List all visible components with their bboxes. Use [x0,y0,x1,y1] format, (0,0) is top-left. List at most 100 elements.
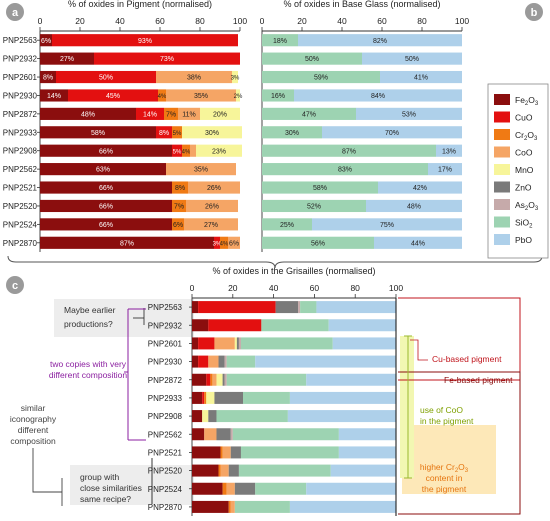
grisailles-bar-zno [234,482,256,495]
base-glass-data-label: 17% [438,167,452,174]
base-glass-x-tick-label: 100 [455,16,469,26]
pigment-data-label: 66% [99,148,113,155]
grisailles-bar-coo [220,464,229,477]
legend: Fe2O3 CuO Cr2O3 CoO MnO ZnO As2O3 SiO2 PbO [487,83,549,259]
pigment-category-label: PNP2562 [3,165,38,174]
grisailles-bar-cr2o3 [210,373,213,386]
cr-higher-label-2: content in [426,473,463,483]
grisailles-bar-cuo [202,391,205,404]
grisailles-bar-fe2o3 [192,500,229,513]
grisailles-bar-fe2o3 [192,482,223,495]
base-glass-data-label: 82% [373,38,387,45]
grisailles-bar-sio2 [240,337,333,350]
pigment-data-label: 2% [234,94,243,100]
pigment-data-label: 8% [175,185,185,192]
base-glass-data-label: 58% [313,185,327,192]
base-glass-bar-pbo [298,34,462,47]
maybe-earlier-label-2: productions? [64,319,113,329]
grisailles-category-label: PNP2908 [148,412,183,421]
base-glass-data-label: 59% [314,75,328,82]
grisailles-title: % of oxides in the Grisailles (normalise… [212,266,375,276]
pigment-data-label: 4% [220,241,229,247]
pigment-data-label: 87% [120,240,134,247]
legend-label-zno: ZnO [515,183,532,193]
legend-label-mno: MnO [515,165,534,175]
grisailles-category-label: PNP2524 [148,485,183,494]
grisailles-bar-zno [214,391,243,404]
grisailles-x-tick-label: 80 [350,283,360,293]
grisailles-category-label: PNP2601 [148,339,183,348]
pigment-category-label: PNP2520 [3,202,38,211]
grisailles-bar-pbo [289,391,396,404]
grisailles-bar-sio2 [300,301,317,314]
pigment-bar-cuo [172,144,182,157]
base-glass-bar-pbo [312,218,462,231]
grisailles-category-label: PNP2521 [148,448,183,457]
legend-label-fe2o3: Fe2O3 [515,95,539,107]
pigment-data-label: 6% [229,240,239,247]
grisailles-bar-cr2o3 [220,446,223,459]
pigment-data-label: 66% [99,185,113,192]
grisailles-bar-fe2o3 [192,391,203,404]
base-glass-bar-sio2 [262,52,362,65]
grisailles-bar-pbo [287,410,396,423]
legend-label-sio2: SiO2 [515,218,533,230]
pigment-data-label: 35% [194,167,208,174]
grisailles-bar-zno [228,464,239,477]
pigment-bar-fe2o3 [40,236,214,249]
base-glass-data-label: 44% [411,240,425,247]
grisailles-bar-sio2 [232,428,339,441]
grisailles-chart: % of oxides in the Grisailles (normalise… [148,266,403,516]
pigment-category-label: PNP2524 [3,220,38,229]
grisailles-bar-pbo [338,428,396,441]
legend-label-coo: CoO [515,148,533,158]
similar-iconography-label-2: iconography [10,414,57,424]
pigment-data-label: 11% [182,111,196,118]
pigment-data-label: 3% [231,76,240,82]
pigment-data-label: 5% [173,131,182,137]
grisailles-bar-mno [216,373,223,386]
pigment-bar-mno [236,89,240,102]
base-glass-x-tick-label: 40 [337,16,347,26]
grisailles-bar-zno [230,446,241,459]
grisailles-bar-sio2 [226,355,256,368]
base-glass-bar-sio2 [262,181,378,194]
base-glass-x-tick-label: 20 [297,16,307,26]
base-glass-bar-pbo [436,144,462,157]
pigment-data-label: 23% [212,148,226,155]
coo-use-label-2: in the pigment [420,416,474,426]
grisailles-bar-coo [212,373,217,386]
pigment-data-label: 7% [166,111,176,118]
pigment-category-label: PNP2563 [3,36,38,45]
base-glass-bar-sio2 [262,34,298,47]
pigment-bar-fe2o3 [40,70,56,84]
pigment-bar-cr2o3 [182,144,190,157]
grisailles-bar-fe2o3 [192,301,199,314]
pigment-bar-cr2o3 [220,236,228,249]
grisailles-bar-sio2 [238,464,331,477]
base-glass-data-label: 47% [302,111,316,118]
grisailles-bar-as2o3 [224,355,227,368]
grisailles-x-tick-label: 100 [389,283,403,293]
grisailles-bar-sio2 [255,482,307,495]
grisailles-bar-cr2o3 [218,464,221,477]
pigment-data-label: 20% [213,111,227,118]
grisailles-bar-zno [208,410,217,423]
similar-iconography-connector [32,448,63,506]
grisailles-bar-cr2o3 [222,482,227,495]
grisailles-bar-fe2o3 [192,355,199,368]
base-glass-bar-sio2 [262,126,322,139]
base-glass-data-label: 50% [305,56,319,63]
grisailles-bar-pbo [338,446,396,459]
svg-text:b: b [531,7,538,19]
group-similar-label-2: close similarities [80,483,142,493]
grisailles-bar-mno [202,410,209,423]
base-glass-title: % of oxides in Base Glass (normalised) [283,0,440,9]
pigment-data-label: 27% [204,222,218,229]
pigment-category-label: PNP2932 [3,55,38,64]
pigment-data-label: 66% [99,222,113,229]
pigment-bar-cuo [52,34,238,47]
cr-highlight-box [402,425,496,494]
grisailles-bar-fe2o3 [192,337,199,350]
grisailles-bar-cuo [208,319,262,332]
